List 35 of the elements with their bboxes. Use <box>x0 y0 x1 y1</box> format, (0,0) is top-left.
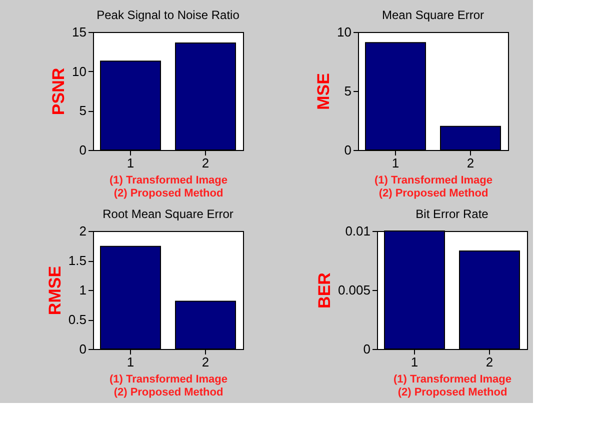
y-tick-label: 15 <box>72 24 86 40</box>
chart-title: Peak Signal to Noise Ratio <box>96 8 240 22</box>
y-tick-label: 0.5 <box>68 312 86 327</box>
x-tick-label: 2 <box>202 156 210 170</box>
y-tick-label: 10 <box>72 64 86 79</box>
y-axis-title: MSE <box>314 73 334 110</box>
y-tick-label: 2 <box>79 224 86 238</box>
y-tick-label: 5 <box>344 84 352 98</box>
y-tick-label: 10 <box>337 24 352 40</box>
x-tick-label: 1 <box>126 156 134 170</box>
y-tick-label: 0 <box>344 142 352 158</box>
y-tick-label: 0 <box>363 342 370 356</box>
chart-title: Root Mean Square Error <box>102 207 234 221</box>
x-tick-label: 2 <box>202 354 210 370</box>
y-tick-label: 1.5 <box>68 253 86 268</box>
x-axis-title: (1) Transformed Image (2) Proposed Method <box>374 174 492 200</box>
x-tick-label: 1 <box>392 156 400 170</box>
x-axis-title: (1) Transformed Image (2) Proposed Method <box>110 174 228 200</box>
x-tick-label: 1 <box>410 354 418 370</box>
x-tick-label: 2 <box>466 156 474 170</box>
x-tick-label: 1 <box>126 354 134 370</box>
chart-title: Bit Error Rate <box>416 207 489 221</box>
y-axis-title: RMSE <box>45 266 64 316</box>
y-tick-label: 0.005 <box>338 282 370 298</box>
y-tick-label: 5 <box>79 103 86 118</box>
y-axis-title: BER <box>314 272 334 308</box>
x-tick-label: 2 <box>486 354 494 370</box>
x-axis-title: (1) Transformed Image (2) Proposed Method <box>110 374 228 398</box>
y-axis-title: PSNR <box>49 68 68 116</box>
y-tick-label: 1 <box>79 282 86 298</box>
x-axis-title: (1) Transformed Image (2) Proposed Method <box>394 374 512 398</box>
chart-title: Mean Square Error <box>382 8 484 22</box>
y-tick-label: 0 <box>79 142 86 158</box>
y-tick-label: 0.01 <box>345 224 370 238</box>
y-tick-label: 0 <box>79 342 86 356</box>
